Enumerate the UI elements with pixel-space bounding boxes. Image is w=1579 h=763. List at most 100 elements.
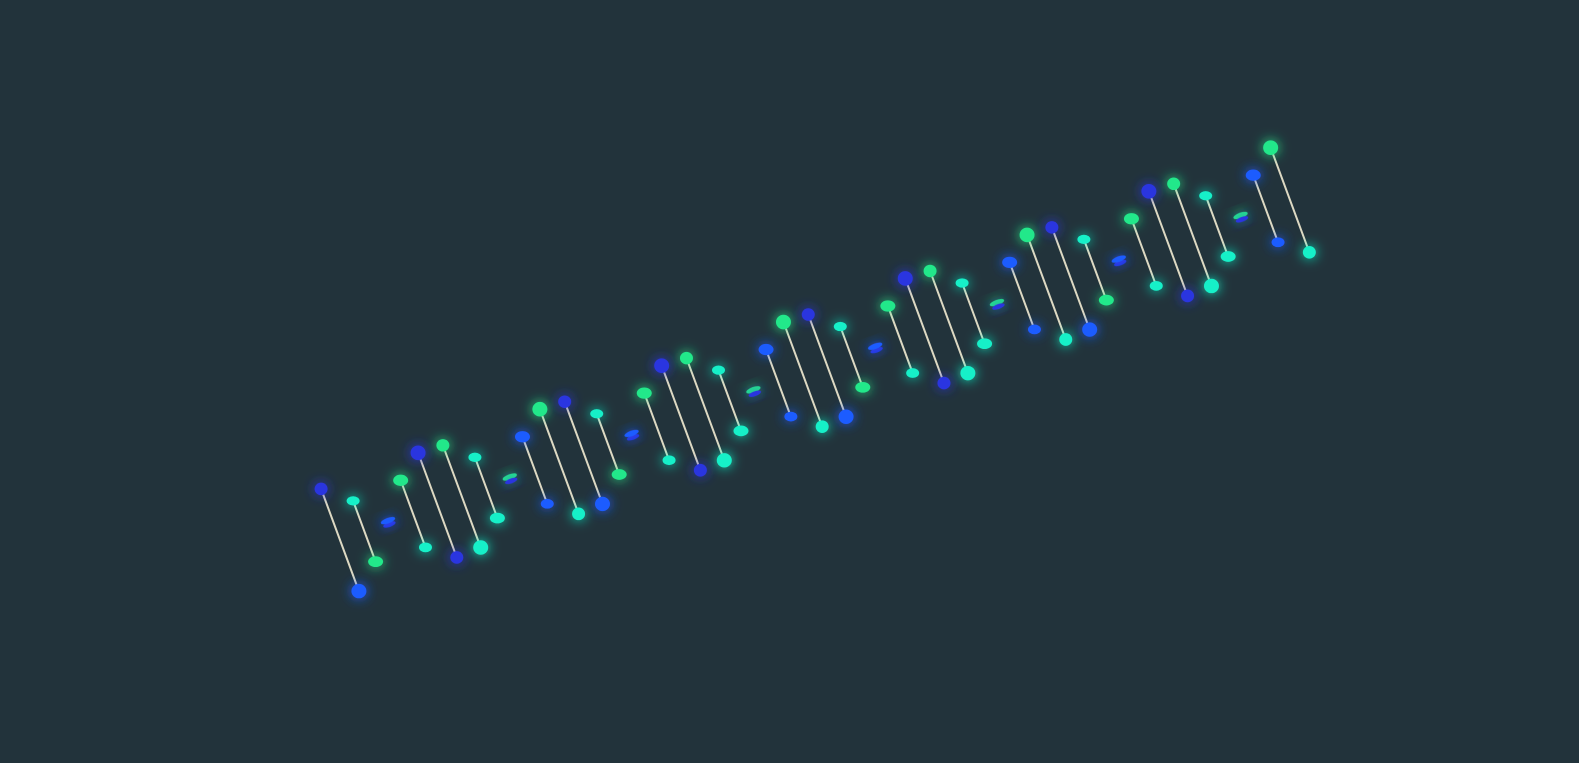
base-pair-rung xyxy=(1050,226,1091,331)
nucleotide-node xyxy=(1203,278,1219,294)
nucleotide-node xyxy=(1302,245,1316,259)
nucleotide-node xyxy=(1141,183,1157,199)
base-pair-rung xyxy=(904,277,945,385)
nucleotide-node xyxy=(383,521,396,528)
base-pair-rung xyxy=(807,313,848,418)
nucleotide-node xyxy=(679,351,693,365)
nucleotide-node xyxy=(540,498,554,509)
base-pair-rung xyxy=(839,325,864,389)
nucleotide-node xyxy=(351,583,367,599)
nucleotide-node xyxy=(897,271,913,286)
nucleotide-node xyxy=(775,314,791,330)
nucleotide-node xyxy=(505,477,518,485)
nucleotide-node xyxy=(758,343,774,356)
base-pair-rung xyxy=(320,487,360,593)
nucleotide-node xyxy=(380,516,396,525)
nucleotide-node xyxy=(558,395,572,408)
nucleotide-node xyxy=(393,474,409,486)
nucleotide-node xyxy=(1245,169,1261,181)
nucleotide-node xyxy=(468,452,482,462)
nucleotide-node xyxy=(1114,259,1127,267)
nucleotide-node xyxy=(977,338,993,350)
nucleotide-node xyxy=(1149,280,1163,291)
base-pair-rung xyxy=(1026,233,1067,341)
nucleotide-node xyxy=(489,512,505,524)
nucleotide-node xyxy=(654,358,670,373)
nucleotide-node xyxy=(1123,213,1139,225)
nucleotide-node xyxy=(1098,294,1114,306)
base-pair-rung xyxy=(417,451,458,559)
nucleotide-node xyxy=(636,387,652,399)
base-pair-rung xyxy=(1252,174,1280,244)
base-pair-rung xyxy=(521,435,549,505)
nucleotide-node xyxy=(1045,221,1059,234)
base-pair-rung xyxy=(685,357,726,462)
base-pair-rung xyxy=(782,321,824,428)
nucleotide-node xyxy=(1019,227,1035,243)
nucleotide-node xyxy=(733,425,749,437)
nucleotide-node xyxy=(746,386,761,394)
base-pair-rung xyxy=(399,479,427,549)
nucleotide-node xyxy=(314,482,328,496)
nucleotide-node xyxy=(662,455,676,466)
nucleotide-node xyxy=(1271,237,1285,248)
nucleotide-node xyxy=(1002,256,1018,268)
base-pair-rung xyxy=(961,281,986,345)
nucleotide-node xyxy=(1181,289,1195,303)
base-pair-rung xyxy=(563,400,604,505)
nucleotide-node xyxy=(906,368,920,378)
base-pair-rung xyxy=(1130,217,1158,287)
nucleotide-node xyxy=(1111,255,1126,263)
nucleotide-node xyxy=(784,411,798,422)
base-pair-rung xyxy=(886,304,914,375)
nucleotide-node xyxy=(960,365,976,381)
base-pair-rungs xyxy=(320,146,1311,593)
nucleotide-node xyxy=(611,469,627,480)
base-pair-rung xyxy=(538,408,580,515)
base-pair-rung xyxy=(1147,190,1189,297)
base-pair-rung xyxy=(660,364,702,472)
nucleotide-node xyxy=(410,445,426,461)
nucleotide-node xyxy=(624,429,639,438)
nucleotide-node xyxy=(1077,234,1091,245)
base-pair-rung xyxy=(643,392,671,462)
base-pair-rung xyxy=(1269,146,1311,254)
nucleotide-node xyxy=(1220,251,1236,262)
nucleotide-node xyxy=(1167,177,1181,191)
nucleotide-node xyxy=(1059,333,1073,346)
nucleotide-node xyxy=(626,434,640,441)
nucleotide-node xyxy=(870,346,883,354)
nucleotide-node xyxy=(937,376,951,390)
nucleotide-nodes xyxy=(314,140,1316,599)
nucleotide-node xyxy=(815,420,829,433)
base-pair-rung xyxy=(765,348,792,418)
nucleotide-node xyxy=(418,542,432,553)
nucleotide-node xyxy=(1027,324,1041,335)
base-pair-rung xyxy=(717,369,742,432)
nucleotide-node xyxy=(855,381,871,393)
base-pair-rung xyxy=(1172,182,1213,287)
nucleotide-node xyxy=(514,431,530,443)
nucleotide-node xyxy=(992,303,1005,310)
nucleotide-node xyxy=(436,439,450,452)
nucleotide-node xyxy=(989,298,1005,307)
nucleotide-node xyxy=(693,463,707,477)
nucleotide-node xyxy=(346,496,360,506)
nucleotide-node xyxy=(712,365,726,375)
base-pair-rung xyxy=(1008,261,1036,331)
nucleotide-node xyxy=(532,401,548,417)
base-pair-rung xyxy=(473,456,499,520)
nucleotide-node xyxy=(748,390,761,397)
base-pair-rung xyxy=(441,444,482,549)
nucleotide-node xyxy=(880,300,896,312)
nucleotide-node xyxy=(868,342,883,350)
base-pair-rung xyxy=(595,412,621,476)
nucleotide-node xyxy=(923,264,937,278)
nucleotide-node xyxy=(1263,140,1279,156)
base-pair-rung xyxy=(1082,238,1108,302)
nucleotide-node xyxy=(1199,191,1213,201)
nucleotide-node xyxy=(590,409,604,419)
nucleotide-node xyxy=(955,278,969,288)
